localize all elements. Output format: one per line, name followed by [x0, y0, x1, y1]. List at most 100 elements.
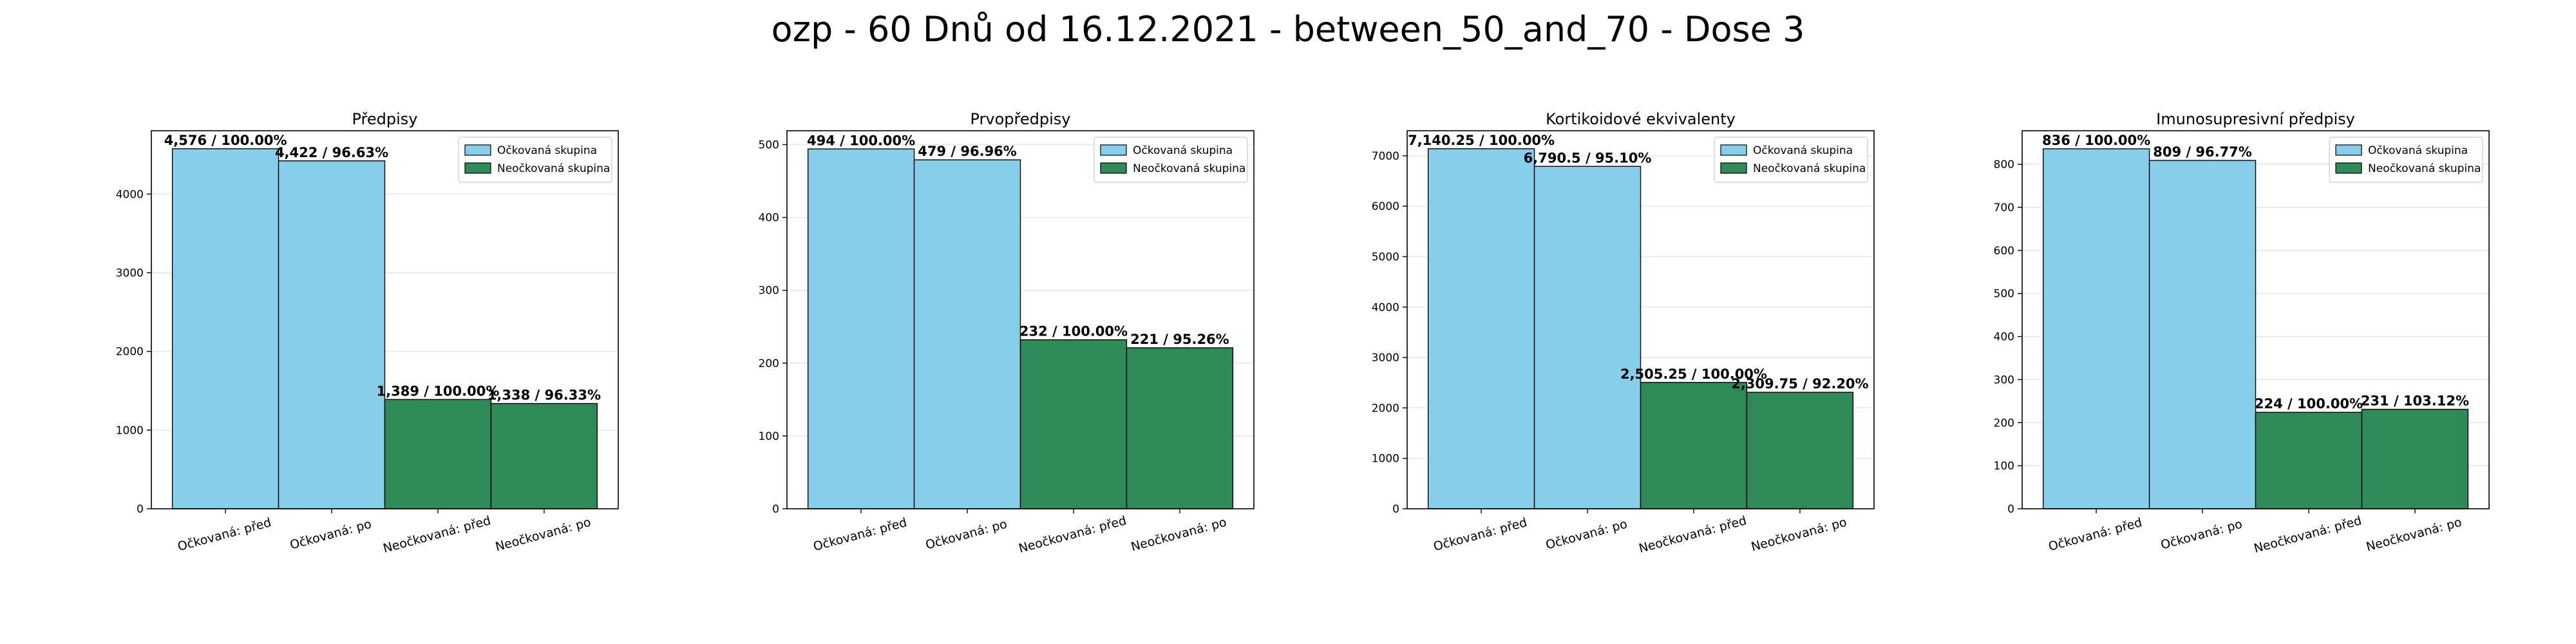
legend-box — [1714, 137, 1868, 183]
bar-neockovana-pred — [1019, 339, 1128, 509]
bar-value-label: 494 / 100.00% — [807, 133, 915, 148]
bar-value-label: 4,576 / 100.00% — [164, 133, 287, 148]
legend-swatch — [464, 162, 491, 174]
bar-neockovana-po — [1126, 347, 1234, 509]
chart-predpisy: 4,576 / 100.00% Očkovaná: před 4,422 / 96.… — [116, 110, 619, 556]
category-label: Očkovaná: po — [924, 517, 1009, 553]
panel-title: Kortikoidové ekvivalenty — [1546, 110, 1736, 128]
y-tick-label: 400 — [759, 212, 779, 225]
y-tick-label: 100 — [759, 430, 779, 443]
y-tick-label: 1000 — [116, 424, 144, 437]
y-tick-label: 0 — [772, 503, 779, 516]
legend-entry: Očkovaná skupina — [1753, 144, 1853, 157]
y-tick-label: 3000 — [1372, 352, 1399, 365]
panel-title: Předpisy — [352, 110, 418, 128]
y-tick-label: 7000 — [1372, 150, 1399, 163]
panel-title: Prvopředpisy — [971, 110, 1071, 128]
y-tick-label: 100 — [1994, 460, 2014, 473]
legend-swatch — [1720, 144, 1747, 156]
category-label: Očkovaná: před — [2047, 515, 2143, 554]
legend-swatch — [1720, 162, 1747, 174]
y-tick-label: 200 — [1994, 417, 2014, 430]
bar-value-label: 7,140.25 / 100.00% — [1408, 133, 1555, 148]
bar-ockovana-pred — [2042, 148, 2150, 509]
bar-ockovana-po — [278, 160, 386, 509]
bar-neockovana-po — [1746, 392, 1854, 509]
bar-ockovana-pred — [807, 148, 915, 509]
bar-value-label: 1,389 / 100.00% — [377, 383, 500, 399]
y-tick-label: 0 — [2007, 503, 2014, 516]
legend-entry: Očkovaná skupina — [497, 144, 597, 157]
category-label: Očkovaná: po — [1544, 517, 1629, 553]
legend: Očkovaná skupina Neočkovaná skupina — [458, 137, 612, 183]
chart-prvopredpisy: 494 / 100.00% Očkovaná: před 479 / 96.96% O… — [759, 110, 1255, 556]
bar-value-label: 6,790.5 / 95.10% — [1524, 150, 1652, 166]
legend-swatch — [1100, 144, 1127, 156]
plot-frame — [2022, 130, 2490, 509]
legend-entry: Očkovaná skupina — [1133, 144, 1233, 157]
legend-box — [2329, 137, 2483, 183]
y-tick-label: 0 — [137, 503, 144, 516]
category-label: Očkovaná: po — [289, 517, 373, 553]
y-tick-label: 200 — [759, 357, 779, 370]
bar-neockovana-pred — [1640, 382, 1748, 509]
legend-entry: Očkovaná skupina — [2368, 144, 2468, 157]
legend-swatch — [2335, 162, 2362, 174]
bar-value-label: 221 / 95.26% — [1130, 332, 1229, 347]
y-tick-label: 3000 — [116, 267, 144, 280]
bar-neockovana-pred — [384, 399, 492, 509]
legend-entry: Neočkovaná skupina — [1753, 162, 1866, 175]
legend-entry: Neočkovaná skupina — [497, 162, 610, 175]
bar-value-label: 1,338 / 96.33% — [488, 388, 601, 403]
plot-frame — [1406, 130, 1875, 509]
bar-value-label: 479 / 96.96% — [918, 144, 1017, 159]
y-tick-label: 1000 — [1372, 453, 1399, 466]
legend: Očkovaná skupina Neočkovaná skupina — [2329, 137, 2483, 183]
bar-neockovana-po — [490, 402, 598, 509]
bar-value-label: 224 / 100.00% — [2255, 396, 2363, 412]
y-tick-label: 800 — [1994, 158, 2014, 171]
bar-value-label: 2,309.75 / 92.20% — [1731, 376, 1868, 392]
plot-frame — [151, 130, 619, 509]
y-tick-label: 500 — [1994, 288, 2014, 301]
legend-swatch — [2335, 144, 2362, 156]
legend-box — [1094, 137, 1248, 183]
category-label: Neočkovaná: před — [1637, 513, 1748, 556]
legend-entry: Neočkovaná skupina — [1133, 162, 1245, 175]
category-label: Očkovaná: před — [176, 515, 272, 554]
figure-title: ozp - 60 Dnů od 16.12.2021 - between_50_… — [771, 9, 1805, 50]
y-tick-label: 5000 — [1372, 251, 1399, 264]
y-tick-label: 4000 — [1372, 301, 1399, 314]
y-tick-label: 300 — [1994, 374, 2014, 386]
bar-neockovana-pred — [2255, 412, 2363, 509]
y-tick-label: 500 — [759, 138, 779, 151]
category-label: Neočkovaná: po — [1750, 515, 1848, 554]
category-label: Neočkovaná: po — [494, 515, 592, 554]
legend-entry: Neočkovaná skupina — [2368, 162, 2481, 175]
y-tick-label: 400 — [1994, 331, 2014, 344]
legend: Očkovaná skupina Neočkovaná skupina — [1714, 137, 1868, 183]
category-label: Neočkovaná: po — [1130, 515, 1228, 554]
category-label: Neočkovaná: před — [1017, 513, 1128, 556]
bar-ockovana-po — [913, 159, 1021, 509]
bar-value-label: 231 / 103.12% — [2361, 393, 2469, 409]
category-label: Neočkovaná: před — [381, 513, 492, 556]
y-tick-label: 2000 — [116, 346, 144, 359]
bar-neockovana-po — [2361, 408, 2469, 509]
panel-title: Imunosupresivní předpisy — [2156, 110, 2355, 128]
bar-ockovana-po — [2148, 160, 2257, 509]
y-tick-label: 0 — [1392, 503, 1399, 516]
category-label: Očkovaná: před — [811, 515, 908, 554]
category-label: Neočkovaná: po — [2365, 515, 2463, 554]
category-label: Očkovaná: po — [2159, 517, 2244, 553]
bar-ockovana-pred — [171, 148, 279, 509]
category-label: Očkovaná: před — [1432, 515, 1528, 554]
bar-value-label: 836 / 100.00% — [2042, 133, 2150, 148]
y-tick-label: 2000 — [1372, 402, 1399, 415]
y-tick-label: 600 — [1994, 245, 2014, 258]
legend: Očkovaná skupina Neočkovaná skupina — [1094, 137, 1248, 183]
legend-box — [458, 137, 612, 183]
y-tick-label: 300 — [759, 285, 779, 298]
bar-value-label: 809 / 96.77% — [2153, 144, 2252, 160]
